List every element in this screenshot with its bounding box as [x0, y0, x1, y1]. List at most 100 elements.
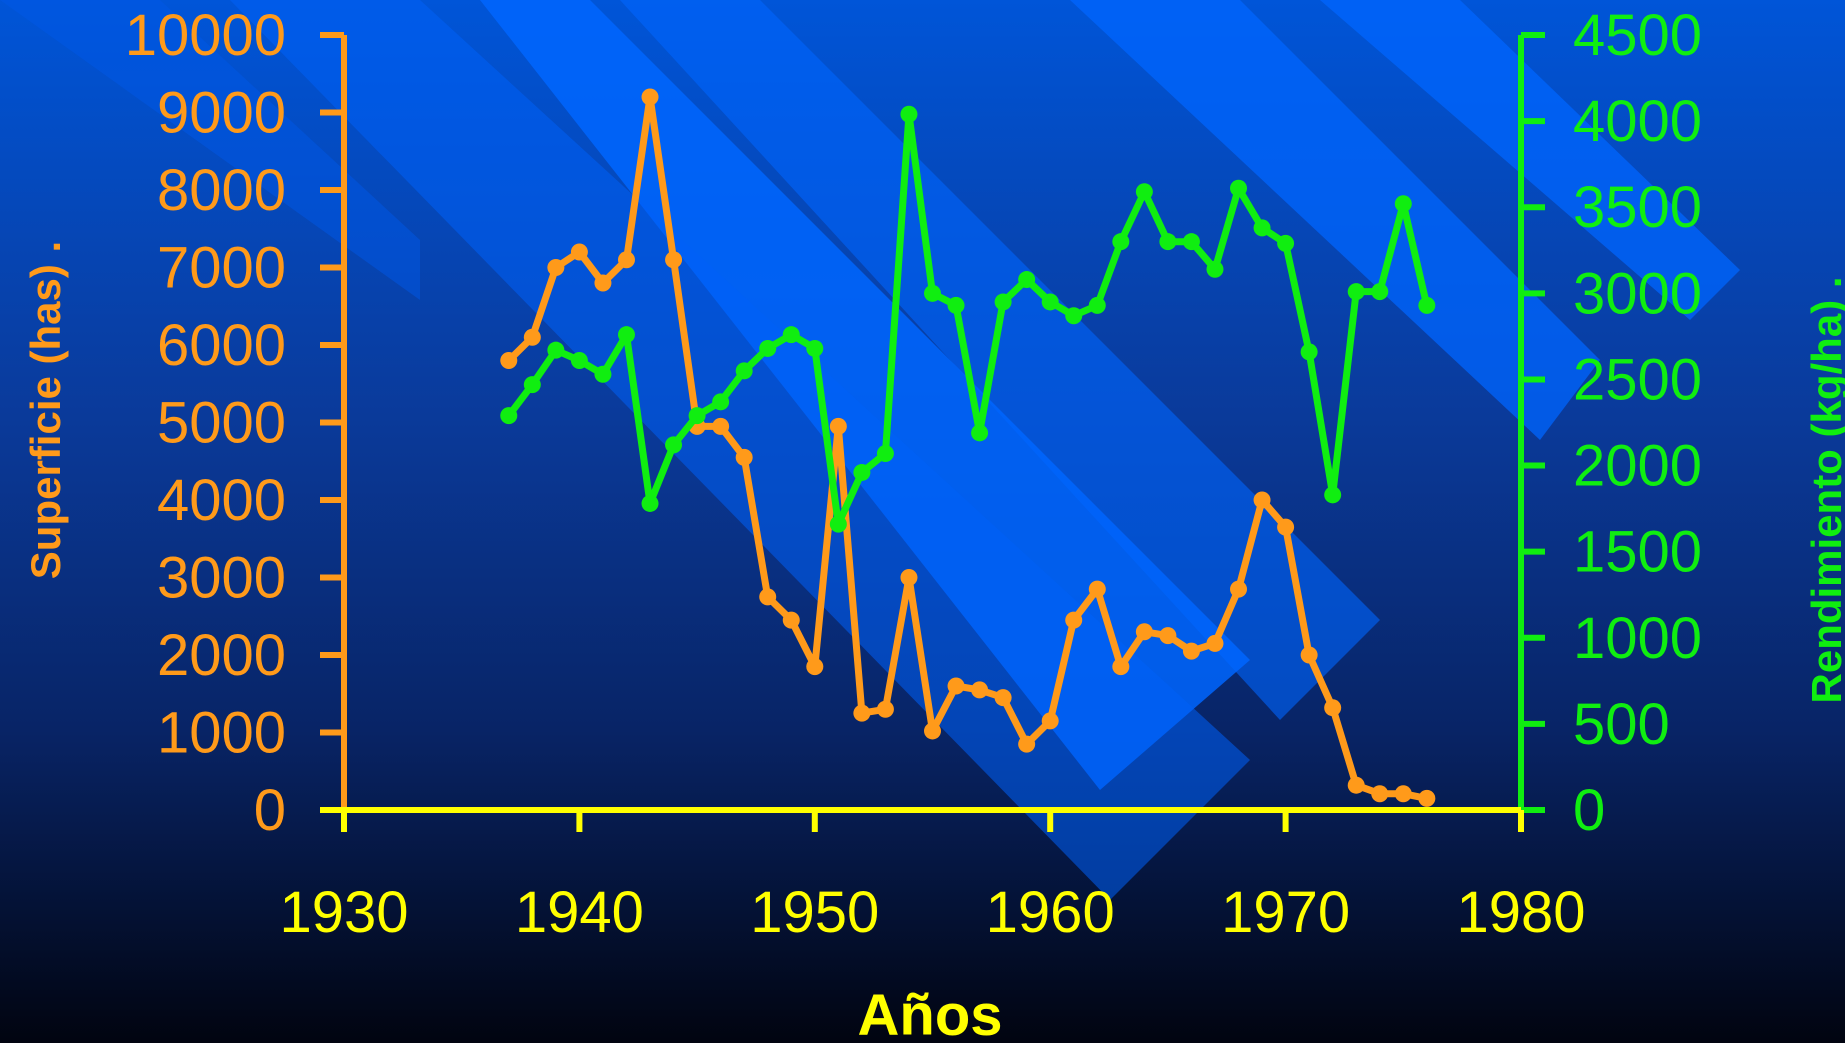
left-axis-tick-label: 10000 — [125, 3, 286, 68]
series-layer — [500, 88, 1436, 807]
rendimiento-point — [617, 326, 635, 344]
rendimiento-point — [1065, 307, 1083, 325]
superficie-point — [782, 611, 800, 629]
superficie-point — [971, 681, 989, 699]
right-axis-title: Rendimiento (kg/ha) . — [1803, 276, 1845, 703]
rendimiento-point — [523, 376, 541, 394]
left-axis-title: Superficie (has) . — [22, 241, 69, 579]
rendimiento-point — [1230, 179, 1248, 197]
rendimiento-point — [688, 407, 706, 425]
rendimiento-line — [506, 110, 1431, 528]
left-axis-tick-label: 4000 — [157, 468, 286, 533]
rendimiento-point — [806, 339, 824, 357]
superficie-point — [876, 700, 894, 718]
superficie-point — [617, 251, 635, 269]
rendimiento-point — [1135, 183, 1153, 201]
rendimiento-point — [829, 515, 847, 533]
superficie-point — [1182, 642, 1200, 660]
superficie-point — [1065, 611, 1083, 629]
x-axis-tick-label: 1980 — [1456, 880, 1585, 945]
rendimiento-point — [641, 494, 659, 512]
rendimiento-point — [1300, 343, 1318, 361]
rendimiento-point — [782, 326, 800, 344]
right-axis-tick-label: 2500 — [1573, 347, 1702, 412]
left-axis-tick-label: 8000 — [157, 158, 286, 223]
rendimiento-point — [994, 293, 1012, 311]
rendimiento-point — [1324, 486, 1342, 504]
rendimiento-point — [1041, 293, 1059, 311]
left-axis-tick-label: 3000 — [157, 546, 286, 611]
rendimiento-point — [947, 296, 965, 314]
superficie-point — [547, 259, 565, 276]
rendimiento-point — [547, 341, 565, 359]
left-axis-tick-label: 2000 — [157, 623, 286, 688]
left-axis-tick-label: 6000 — [157, 313, 286, 378]
rendimiento-point — [712, 393, 730, 411]
rendimiento-point — [1206, 260, 1224, 278]
x-axis-tick-label: 1970 — [1221, 880, 1350, 945]
superficie-point — [947, 677, 965, 695]
superficie-point — [523, 328, 541, 346]
superficie-point — [1347, 776, 1365, 794]
superficie-point — [594, 274, 612, 292]
superficie-point — [1277, 518, 1295, 536]
superficie-point — [570, 243, 588, 261]
superficie-point — [1159, 627, 1177, 645]
left-axis-tick-label: 1000 — [157, 701, 286, 766]
rendimiento-point — [1394, 195, 1412, 213]
x-axis-title: Años — [858, 983, 1003, 1043]
left-axis-tick-label: 5000 — [157, 391, 286, 456]
rendimiento-point — [594, 365, 612, 383]
right-axis-tick-label: 1000 — [1573, 606, 1702, 671]
right-axis-tick-label: 4500 — [1573, 3, 1702, 68]
superficie-point — [924, 722, 941, 740]
rendimiento-point — [759, 339, 777, 357]
superficie-point — [1324, 699, 1342, 717]
superficie-point — [1253, 491, 1271, 509]
x-axis-tick-label: 1950 — [750, 880, 879, 945]
axes-group: 0 1000 2000 3000 4000 5000 6000 7000 8000 9000 100… — [125, 3, 1702, 945]
superficie-point — [829, 417, 847, 435]
rendimiento-point — [1182, 233, 1200, 251]
x-axis-tick-label: 1960 — [986, 880, 1115, 945]
right-axis-tick-label: 500 — [1573, 692, 1670, 757]
superficie-point — [1371, 785, 1389, 803]
rendimiento-point — [924, 284, 941, 302]
x-axis-tick-label: 1930 — [279, 880, 408, 945]
rendimiento-point — [1018, 271, 1036, 289]
superficie-point — [853, 704, 871, 722]
superficie-point — [1135, 623, 1153, 641]
left-axis-tick-label: 7000 — [157, 236, 286, 301]
right-axis-tick-label: 0 — [1573, 778, 1605, 843]
x-axis-tick-label: 1940 — [515, 880, 644, 945]
right-axis-tick-label: 3500 — [1573, 175, 1702, 240]
rendimiento-point — [971, 424, 989, 442]
superficie-point — [1230, 580, 1248, 598]
rendimiento-point — [1371, 283, 1389, 301]
rendimiento-point — [665, 436, 683, 454]
right-axis-tick-label: 4000 — [1573, 89, 1702, 154]
superficie-point — [712, 417, 730, 435]
rendimiento-point — [900, 105, 918, 123]
superficie-point — [806, 658, 824, 676]
right-axis-tick-label: 3000 — [1573, 261, 1702, 326]
superficie-point — [759, 588, 777, 606]
superficie-point — [1206, 634, 1224, 652]
superficie-point — [1300, 646, 1318, 664]
superficie-point — [735, 448, 753, 466]
superficie-point — [994, 689, 1012, 707]
rendimiento-point — [853, 463, 871, 481]
superficie-point — [1088, 580, 1106, 598]
rendimiento-point — [1347, 283, 1365, 301]
rendimiento-point — [500, 407, 518, 425]
left-axis-tick-label: 9000 — [157, 81, 286, 146]
rendimiento-point — [1277, 234, 1295, 252]
rendimiento-point — [1112, 233, 1130, 251]
rendimiento-point — [876, 445, 894, 462]
superficie-point — [1041, 712, 1059, 730]
superficie-point — [1018, 735, 1036, 753]
superficie-point — [1394, 785, 1412, 803]
superficie-line — [506, 93, 1428, 802]
right-axis-tick-label: 2000 — [1573, 434, 1702, 499]
